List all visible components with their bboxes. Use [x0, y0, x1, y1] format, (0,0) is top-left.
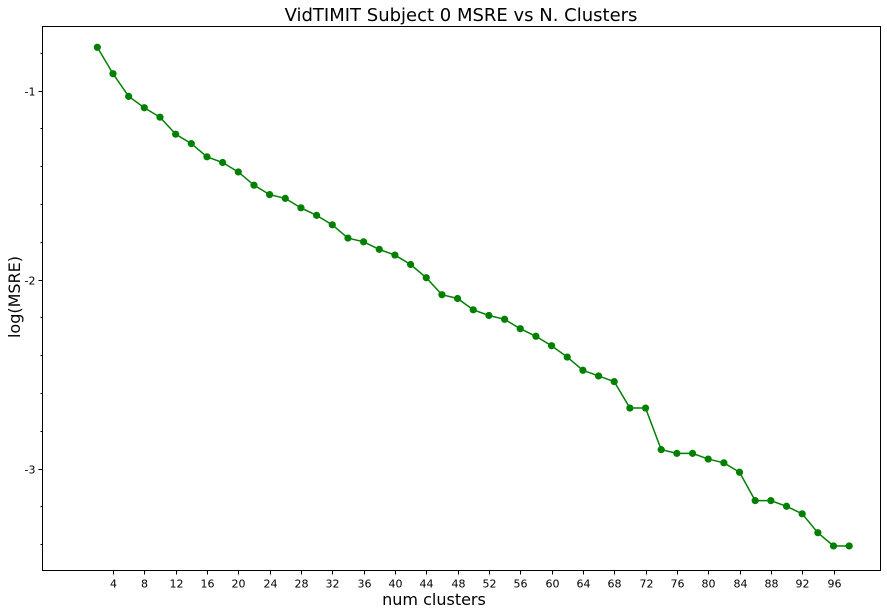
- data-point: [391, 251, 399, 259]
- x-tick-label: 48: [452, 578, 466, 591]
- data-point: [187, 140, 195, 148]
- data-point: [814, 529, 822, 537]
- data-point: [735, 468, 744, 476]
- data-point: [657, 446, 665, 454]
- data-point: [469, 306, 477, 314]
- data-point: [751, 497, 759, 505]
- data-point: [406, 260, 415, 269]
- data-point: [782, 502, 791, 510]
- data-point: [360, 238, 368, 246]
- data-point: [516, 325, 524, 333]
- data-point: [125, 92, 133, 100]
- x-tick-label: 36: [358, 578, 372, 591]
- data-point: [579, 366, 587, 374]
- x-tick-label: 24: [264, 578, 278, 591]
- data-point: [375, 245, 383, 253]
- data-point: [281, 194, 289, 202]
- data-point: [798, 510, 806, 518]
- data-point: [453, 294, 462, 303]
- x-tick-label: 4: [110, 578, 117, 591]
- data-point: [704, 455, 712, 463]
- data-point: [845, 542, 853, 550]
- data-point: [172, 130, 180, 138]
- y-axis-label: log(MSRE): [5, 256, 24, 338]
- x-tick-label: 32: [326, 578, 340, 591]
- x-tick-label: 76: [671, 578, 685, 591]
- data-point: [109, 70, 117, 78]
- data-point: [500, 315, 509, 323]
- series-layer: [93, 43, 853, 550]
- x-tick-label: 60: [546, 578, 560, 591]
- x-tick-label: 52: [483, 578, 497, 591]
- data-point: [250, 181, 258, 189]
- data-point: [563, 353, 571, 361]
- data-point: [93, 43, 101, 51]
- data-point: [720, 459, 728, 467]
- y-tick-label: -1: [25, 86, 36, 99]
- x-axis: 4 8 12 16 20 24 28 32 36 40 44 48 52 56 60 64 68 72 76 80 84…: [110, 570, 842, 591]
- x-tick-label: 12: [170, 578, 184, 591]
- x-tick-label: 16: [201, 578, 215, 591]
- x-tick-label: 96: [828, 578, 842, 591]
- y-tick-label: -2: [25, 275, 36, 288]
- data-point: [328, 221, 336, 229]
- x-tick-label: 40: [389, 578, 403, 591]
- x-tick-label: 68: [608, 578, 622, 591]
- x-tick-label: 64: [577, 578, 591, 591]
- data-point: [219, 158, 227, 167]
- data-point: [673, 449, 681, 457]
- data-point: [626, 404, 634, 412]
- data-point: [829, 542, 838, 550]
- data-point: [140, 104, 148, 112]
- data-point: [547, 342, 556, 350]
- y-tick-label: -3: [25, 464, 36, 477]
- x-tick-label: 56: [514, 578, 528, 591]
- data-point: [266, 191, 274, 199]
- data-point: [313, 211, 321, 219]
- x-tick-label: 44: [420, 578, 434, 591]
- x-tick-label: 20: [232, 578, 246, 591]
- data-point: [156, 113, 164, 121]
- x-tick-label: 28: [295, 578, 309, 591]
- x-tick-label: 80: [702, 578, 716, 591]
- data-point: [234, 168, 242, 176]
- chart-title: VidTIMIT Subject 0 MSRE vs N. Clusters: [285, 5, 638, 26]
- data-point: [641, 404, 650, 412]
- data-point: [344, 234, 352, 242]
- data-point: [485, 311, 493, 320]
- x-tick-label: 92: [796, 578, 810, 591]
- data-point: [610, 378, 618, 386]
- data-point: [203, 153, 211, 161]
- x-axis-label: num clusters: [382, 590, 486, 609]
- x-tick-label: 72: [640, 578, 654, 591]
- data-point: [532, 332, 540, 340]
- x-tick-label: 8: [141, 578, 148, 591]
- y-axis: -1 -2 -3: [25, 53, 43, 545]
- x-tick-label: 84: [734, 578, 748, 591]
- data-point: [422, 274, 430, 282]
- data-point: [688, 449, 697, 457]
- plot-area: [42, 26, 881, 571]
- data-point: [767, 497, 775, 505]
- x-tick-label: 88: [765, 578, 779, 591]
- data-point: [438, 291, 446, 299]
- data-point: [594, 372, 603, 380]
- data-point: [297, 204, 305, 212]
